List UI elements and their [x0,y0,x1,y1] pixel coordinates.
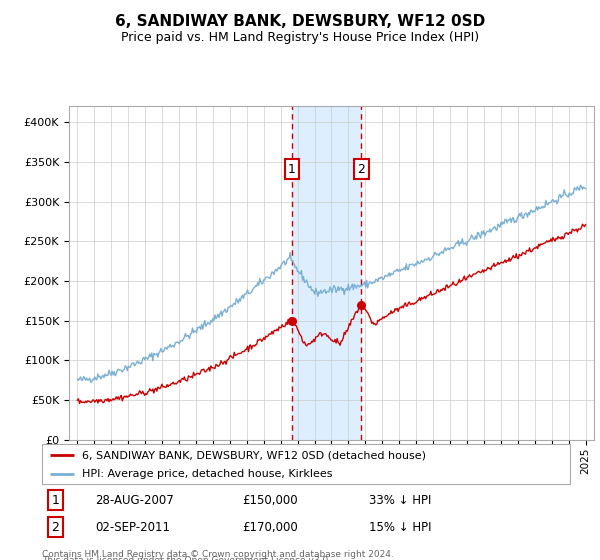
Text: 2: 2 [51,521,59,534]
Text: HPI: Average price, detached house, Kirklees: HPI: Average price, detached house, Kirk… [82,469,332,479]
Bar [292,106,361,440]
Text: 33% ↓ HPI: 33% ↓ HPI [370,493,432,507]
Text: 2: 2 [357,162,365,176]
Text: 1: 1 [51,493,59,507]
Text: 6, SANDIWAY BANK, DEWSBURY, WF12 0SD: 6, SANDIWAY BANK, DEWSBURY, WF12 0SD [115,14,485,29]
Text: 1: 1 [288,162,296,176]
Text: 6, SANDIWAY BANK, DEWSBURY, WF12 0SD (detached house): 6, SANDIWAY BANK, DEWSBURY, WF12 0SD (de… [82,450,425,460]
Text: Contains HM Land Registry data © Crown copyright and database right 2024.: Contains HM Land Registry data © Crown c… [42,550,394,559]
Text: This data is licensed under the Open Government Licence v3.0.: This data is licensed under the Open Gov… [42,556,331,560]
Text: 02-SEP-2011: 02-SEP-2011 [95,521,170,534]
Text: Price paid vs. HM Land Registry's House Price Index (HPI): Price paid vs. HM Land Registry's House … [121,31,479,44]
Text: £170,000: £170,000 [242,521,298,534]
Text: 28-AUG-2007: 28-AUG-2007 [95,493,173,507]
Text: 15% ↓ HPI: 15% ↓ HPI [370,521,432,534]
FancyBboxPatch shape [42,444,570,484]
Text: £150,000: £150,000 [242,493,298,507]
